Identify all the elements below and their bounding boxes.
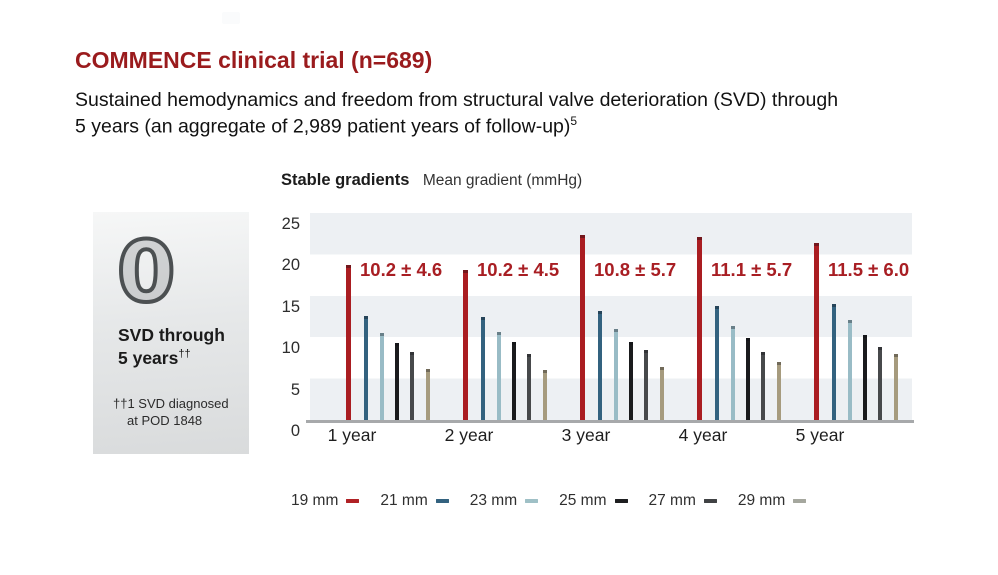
- legend-item-23mm: 23 mm: [469, 492, 539, 510]
- legend-label: 23 mm: [469, 492, 518, 509]
- legend-swatch-icon: [793, 499, 807, 503]
- subtitle-line1: Sustained hemodynamics and freedom from …: [75, 89, 839, 111]
- bar-23mm-5-year: [848, 319, 852, 420]
- y-axis-tick-label: 10: [281, 339, 300, 358]
- bar-21mm-3-year: [598, 310, 602, 420]
- x-axis-label: 1 year: [327, 425, 377, 445]
- legend-label: 21 mm: [380, 492, 428, 509]
- bar-19mm-4-year: [697, 237, 702, 420]
- legend-swatch-icon: [525, 499, 539, 503]
- bar-29mm-4-year: [777, 362, 781, 420]
- bar-27mm-2-year: [527, 353, 531, 420]
- legend-item-29mm: 29 mm: [737, 492, 807, 510]
- subtitle-line2: 5 years (an aggregate of 2,989 patient y…: [75, 115, 571, 138]
- zero-footnote-line1: ††1 SVD diagnosed: [113, 396, 229, 411]
- bar-29mm-5-year: [894, 353, 898, 420]
- zero-caption-line2: 5 years: [118, 347, 179, 368]
- bar-29mm-1-year: [426, 368, 430, 420]
- y-axis-tick-label: 25: [281, 215, 300, 233]
- bar-25mm-5-year: [863, 334, 867, 420]
- mean-gradient-annotation: 10.2 ± 4.5: [477, 259, 560, 280]
- legend-swatch-icon: [346, 499, 360, 503]
- bar-29mm-2-year: [543, 369, 547, 420]
- legend-label: 25 mm: [559, 492, 607, 509]
- svd-zero-panel: 0 SVD through 5 years†† ††1 SVD diagnose…: [93, 212, 249, 454]
- bar-25mm-3-year: [629, 342, 633, 420]
- y-axis-tick-label: 15: [281, 297, 300, 316]
- legend-label: 19 mm: [291, 492, 339, 509]
- page-title-sample-size: (n=689): [344, 47, 433, 73]
- bar-27mm-1-year: [410, 352, 414, 420]
- bar-23mm-2-year: [497, 332, 501, 420]
- mean-gradient-annotation: 10.8 ± 5.7: [594, 259, 677, 280]
- bar-19mm-3-year: [580, 234, 585, 420]
- legend-swatch-icon: [703, 499, 717, 503]
- x-axis-label: 3 year: [561, 425, 611, 445]
- y-axis-tick-label: 20: [281, 256, 300, 275]
- x-axis-label: 2 year: [444, 425, 494, 445]
- chart-header-units: Mean gradient (mmHg): [422, 172, 583, 189]
- zero-footnote: ††1 SVD diagnosed at POD 1848: [113, 396, 229, 430]
- legend-item-19mm: 19 mm: [291, 492, 360, 510]
- zero-caption-line1: SVD through: [118, 325, 225, 345]
- bar-19mm-5-year: [814, 242, 819, 420]
- legend-swatch-icon: [614, 499, 628, 503]
- chart-legend: 19 mm 21 mm 23 mm 25 mm 27 mm 29 mm: [291, 492, 807, 510]
- bar-23mm-1-year: [380, 333, 384, 420]
- chart-plot: 25 20 15 10 5 0 10.2 ± 4.6 1 year 10.2 ± 4.5 2 ye…: [282, 213, 914, 445]
- bar-29mm-3-year: [660, 367, 664, 420]
- bar-23mm-3-year: [614, 328, 618, 420]
- zero-footnote-line2: at POD 1848: [127, 412, 203, 428]
- mean-gradient-annotation: 10.2 ± 4.6: [360, 259, 443, 280]
- x-axis-line: [306, 420, 914, 423]
- image-artifact: [222, 12, 240, 24]
- bar-27mm-3-year: [644, 349, 648, 420]
- legend-swatch-icon: [435, 499, 449, 503]
- bar-21mm-5-year: [832, 304, 836, 420]
- subtitle-reference-superscript: 5: [570, 113, 578, 128]
- y-axis-tick-label: 0: [290, 422, 300, 440]
- bar-25mm-1-year: [395, 343, 399, 420]
- mean-gradient-annotation: 11.5 ± 6.0: [828, 259, 910, 280]
- chart-header-bold: Stable gradients: [281, 171, 410, 189]
- chart-header: Stable gradients Mean gradient (mmHg): [281, 171, 582, 190]
- bar-21mm-1-year: [364, 315, 368, 420]
- page-title-main: COMMENCE clinical trial: [75, 47, 345, 73]
- x-axis-label: 4 year: [678, 425, 728, 445]
- bar-21mm-2-year: [481, 317, 485, 420]
- bar-23mm-4-year: [731, 326, 735, 420]
- legend-item-27mm: 27 mm: [649, 492, 717, 510]
- bar-27mm-4-year: [761, 352, 765, 420]
- x-axis-label: 5 year: [795, 425, 845, 445]
- zero-digit: 0: [115, 223, 177, 321]
- bar-21mm-4-year: [715, 305, 719, 420]
- legend-label: 29 mm: [737, 492, 786, 509]
- bar-25mm-2-year: [512, 342, 516, 420]
- bar-19mm-1-year: [346, 265, 351, 420]
- page-subtitle: Sustained hemodynamics and freedom from …: [75, 88, 838, 140]
- mean-gradient-annotation: 11.1 ± 5.7: [711, 259, 793, 280]
- page-title: COMMENCE clinical trial (n=689): [75, 47, 432, 74]
- bar-27mm-5-year: [878, 347, 882, 420]
- zero-caption: SVD through 5 years††: [118, 324, 225, 370]
- bar-19mm-2-year: [463, 270, 468, 420]
- dagger-icon: ††: [178, 347, 191, 360]
- legend-item-25mm: 25 mm: [559, 492, 628, 510]
- legend-item-21mm: 21 mm: [380, 492, 449, 510]
- bar-25mm-4-year: [746, 338, 750, 420]
- legend-label: 27 mm: [648, 492, 696, 509]
- y-axis-tick-label: 5: [290, 380, 300, 399]
